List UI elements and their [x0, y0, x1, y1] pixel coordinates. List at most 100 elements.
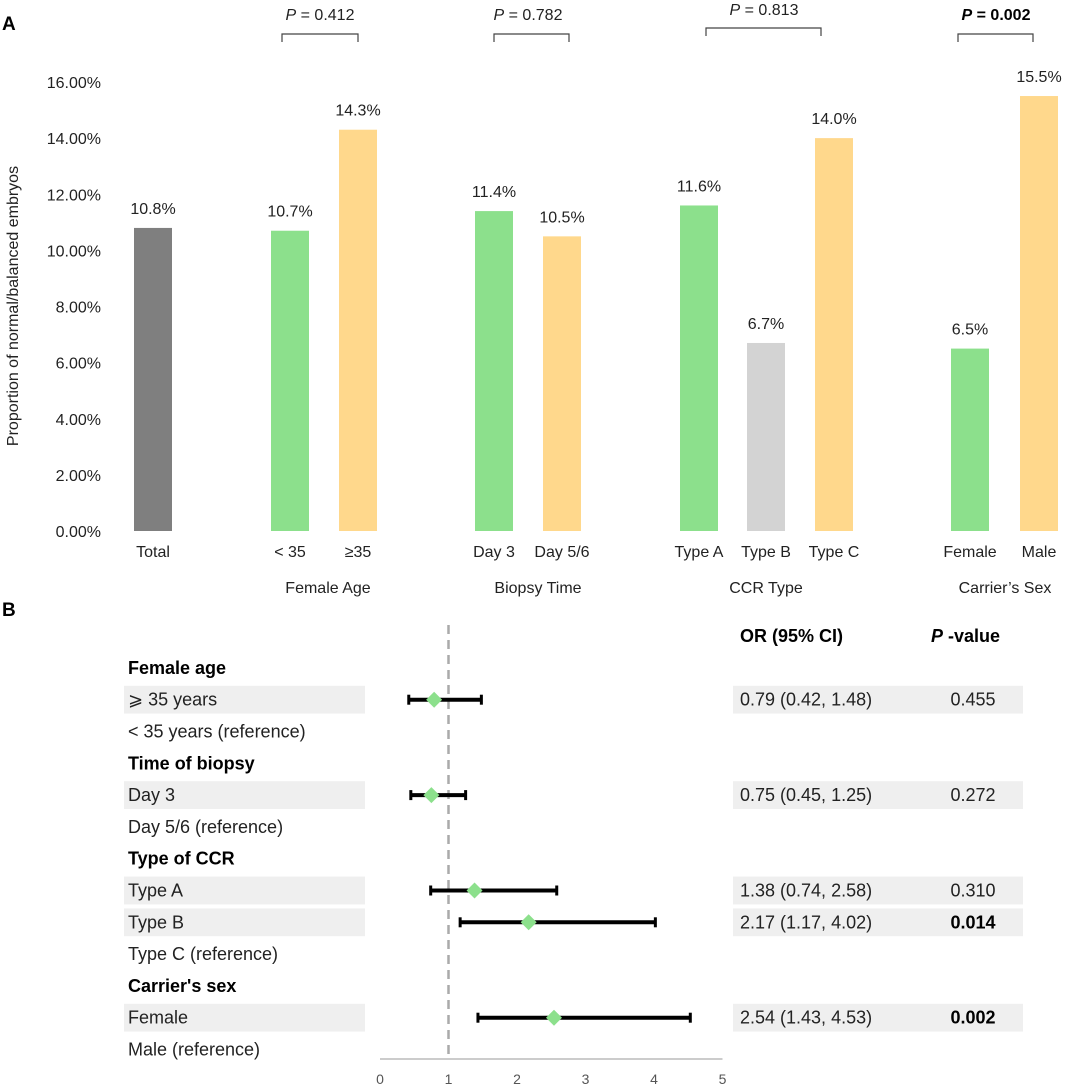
category-label: Day 3 — [473, 544, 515, 561]
row-shade — [124, 1003, 365, 1032]
p-value-bracket — [957, 33, 1034, 42]
or-ci-text: 2.54 (1.43, 4.53) — [740, 1008, 872, 1028]
p-value-text: 0.002 — [950, 1008, 995, 1028]
bar-value-label: 10.5% — [539, 209, 584, 226]
p-value-label: P = 0.002 — [962, 7, 1031, 24]
p-value-bracket — [705, 27, 822, 36]
bar-value-label: 10.7% — [267, 204, 312, 221]
group-header-label: Time of biopsy — [128, 753, 255, 773]
odds-ratio-point — [426, 691, 443, 708]
row-shade — [124, 876, 365, 905]
bar-value-label: 10.8% — [130, 201, 175, 218]
row-shade — [733, 908, 1023, 937]
group-header-label: Type of CCR — [128, 849, 235, 869]
panel-label-a: A — [2, 14, 16, 35]
or-ci-text: 1.38 (0.74, 2.58) — [740, 881, 872, 901]
bar — [747, 342, 785, 531]
p-value-label: P = 0.813 — [730, 2, 799, 19]
y-tick-label: 16.00% — [47, 75, 101, 92]
y-tick-label: 2.00% — [56, 468, 101, 485]
category-label: < 35 — [274, 544, 306, 561]
bar-value-label: 14.3% — [335, 103, 380, 120]
group-label: CCR Type — [729, 580, 803, 597]
group-header-label: Female age — [128, 658, 226, 678]
group-header-label: Carrier's sex — [128, 976, 236, 996]
p-value-text: 0.014 — [950, 912, 995, 932]
p-value-text: = 0.813 — [740, 2, 798, 19]
p-value-text: 0.272 — [950, 785, 995, 805]
or-ci-text: 2.17 (1.17, 4.02) — [740, 912, 872, 932]
p-value-label: P = 0.782 — [494, 7, 563, 24]
bar — [951, 348, 989, 531]
row-label: Type A — [128, 881, 183, 901]
x-tick-label: 1 — [445, 1071, 453, 1087]
odds-ratio-point — [520, 914, 537, 931]
bar — [475, 211, 513, 531]
row-label: ⩾ 35 years — [128, 690, 217, 710]
category-label: Male — [1022, 544, 1057, 561]
group-label: Carrier’s Sex — [959, 580, 1052, 597]
row-shade — [733, 685, 1023, 714]
or-ci-text: 0.75 (0.45, 1.25) — [740, 785, 872, 805]
odds-ratio-point — [466, 882, 483, 899]
bar-value-label: 6.5% — [952, 322, 988, 339]
x-tick-label: 0 — [376, 1071, 384, 1087]
y-tick-label: 6.00% — [56, 356, 101, 373]
bar — [1020, 96, 1058, 531]
y-tick-label: 12.00% — [47, 187, 101, 204]
category-label: Type A — [675, 544, 724, 561]
row-shade — [124, 781, 365, 809]
row-shade — [733, 876, 1023, 905]
odds-ratio-point — [423, 787, 440, 804]
row-label: Female — [128, 1008, 188, 1028]
p-value-label: P = 0.412 — [286, 7, 355, 24]
p-value-text: = 0.412 — [296, 7, 354, 24]
bar — [680, 205, 718, 531]
row-label: Type B — [128, 912, 184, 932]
bar-value-label: 11.6% — [677, 178, 721, 195]
row-label: Type C (reference) — [128, 944, 278, 964]
p-value-header-text: -value — [943, 626, 1000, 646]
y-tick-label: 8.00% — [56, 300, 101, 317]
forest-plot: OR (95% CI) P -value 0 1 2 3 4 5 Female age ⩾ 35 … — [124, 625, 1023, 1087]
panel-label-b: B — [2, 600, 16, 621]
category-label: Type B — [741, 544, 791, 561]
row-label: Day 3 — [128, 785, 175, 805]
group-label: Biopsy Time — [494, 580, 581, 597]
y-tick-label: 14.00% — [47, 131, 101, 148]
bar-value-label: 15.5% — [1016, 69, 1061, 86]
category-label: Female — [943, 544, 996, 561]
category-label: Day 5/6 — [534, 544, 589, 561]
or-header: OR (95% CI) — [740, 626, 843, 646]
bar-value-label: 6.7% — [748, 316, 784, 333]
p-value-text: 0.310 — [950, 881, 995, 901]
y-tick-label: 0.00% — [56, 524, 101, 541]
p-value-bracket — [493, 33, 570, 42]
category-label: ≥35 — [345, 544, 372, 561]
bar — [815, 138, 853, 531]
x-tick-label: 3 — [582, 1071, 590, 1087]
row-shade — [124, 908, 365, 937]
p-value-text: = 0.782 — [504, 7, 562, 24]
row-shade — [733, 1003, 1023, 1032]
p-symbol: P — [962, 7, 973, 24]
p-symbol: P — [730, 2, 741, 19]
bar — [543, 236, 581, 531]
bar — [134, 227, 172, 532]
row-label: < 35 years (reference) — [128, 722, 306, 742]
or-ci-text: 0.79 (0.42, 1.48) — [740, 690, 872, 710]
bar-chart: Proportion of normal/balanced embryos 0.0… — [5, 2, 1062, 597]
x-tick-label: 5 — [719, 1071, 727, 1087]
p-value-header: P -value — [931, 626, 1000, 646]
p-symbol: P — [286, 7, 297, 24]
bar-value-label: 14.0% — [811, 111, 856, 128]
y-tick-label: 10.00% — [47, 243, 101, 260]
row-shade — [124, 685, 365, 714]
category-label: Total — [136, 544, 170, 561]
bar-value-label: 11.4% — [472, 184, 516, 201]
bar — [271, 230, 309, 531]
y-tick-label: 4.00% — [56, 412, 101, 429]
p-value-text: = 0.002 — [972, 7, 1030, 24]
p-value-text: 0.455 — [950, 690, 995, 710]
